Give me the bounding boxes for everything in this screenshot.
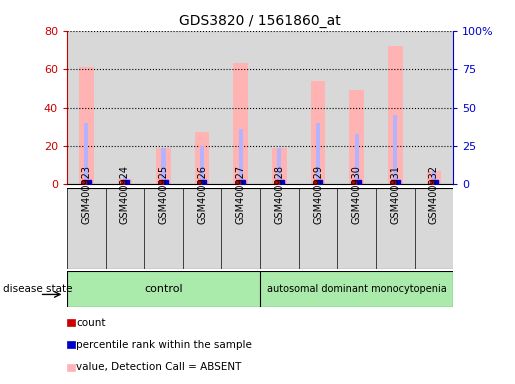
Bar (233, 63, 248, 184)
Bar (183, 31, 221, 184)
Bar (355, 134, 358, 184)
Bar (200, 146, 204, 184)
Text: count: count (76, 318, 106, 328)
Bar (162, 148, 165, 184)
Bar (195, 132, 210, 184)
Bar (278, 148, 281, 184)
Bar (156, 148, 171, 184)
Bar (106, 31, 144, 184)
Bar (426, 171, 441, 184)
Bar (117, 179, 132, 184)
Text: GSM400928: GSM400928 (274, 166, 284, 224)
Text: GSM400927: GSM400927 (236, 166, 246, 224)
Text: GSM400930: GSM400930 (352, 166, 362, 224)
Bar (260, 271, 453, 307)
Bar (239, 129, 243, 184)
Text: control: control (144, 284, 183, 294)
Bar (272, 148, 287, 184)
Text: GSM400931: GSM400931 (390, 166, 400, 224)
Text: GSM400929: GSM400929 (313, 166, 323, 224)
Text: autosomal dominant monocytopenia: autosomal dominant monocytopenia (267, 284, 447, 294)
Text: GSM400926: GSM400926 (197, 166, 207, 224)
Bar (337, 31, 376, 184)
Bar (79, 67, 94, 184)
Bar (260, 31, 299, 184)
Bar (67, 271, 260, 307)
Text: GSM400925: GSM400925 (159, 166, 168, 224)
Text: GSM400923: GSM400923 (81, 166, 91, 224)
Text: percentile rank within the sample: percentile rank within the sample (76, 340, 252, 350)
Bar (123, 175, 127, 184)
Bar (432, 171, 436, 184)
Text: GSM400924: GSM400924 (120, 166, 130, 224)
Bar (316, 123, 320, 184)
Bar (84, 123, 88, 184)
Text: disease state: disease state (3, 284, 72, 294)
Bar (311, 81, 325, 184)
Bar (221, 31, 260, 184)
Bar (67, 31, 106, 184)
Text: GSM400932: GSM400932 (429, 166, 439, 224)
Bar (393, 115, 397, 184)
Bar (144, 31, 183, 184)
Bar (349, 90, 364, 184)
Text: value, Detection Call = ABSENT: value, Detection Call = ABSENT (76, 362, 242, 372)
Bar (376, 31, 415, 184)
Bar (388, 46, 403, 184)
Bar (299, 31, 337, 184)
Bar (415, 31, 453, 184)
Title: GDS3820 / 1561860_at: GDS3820 / 1561860_at (179, 14, 341, 28)
